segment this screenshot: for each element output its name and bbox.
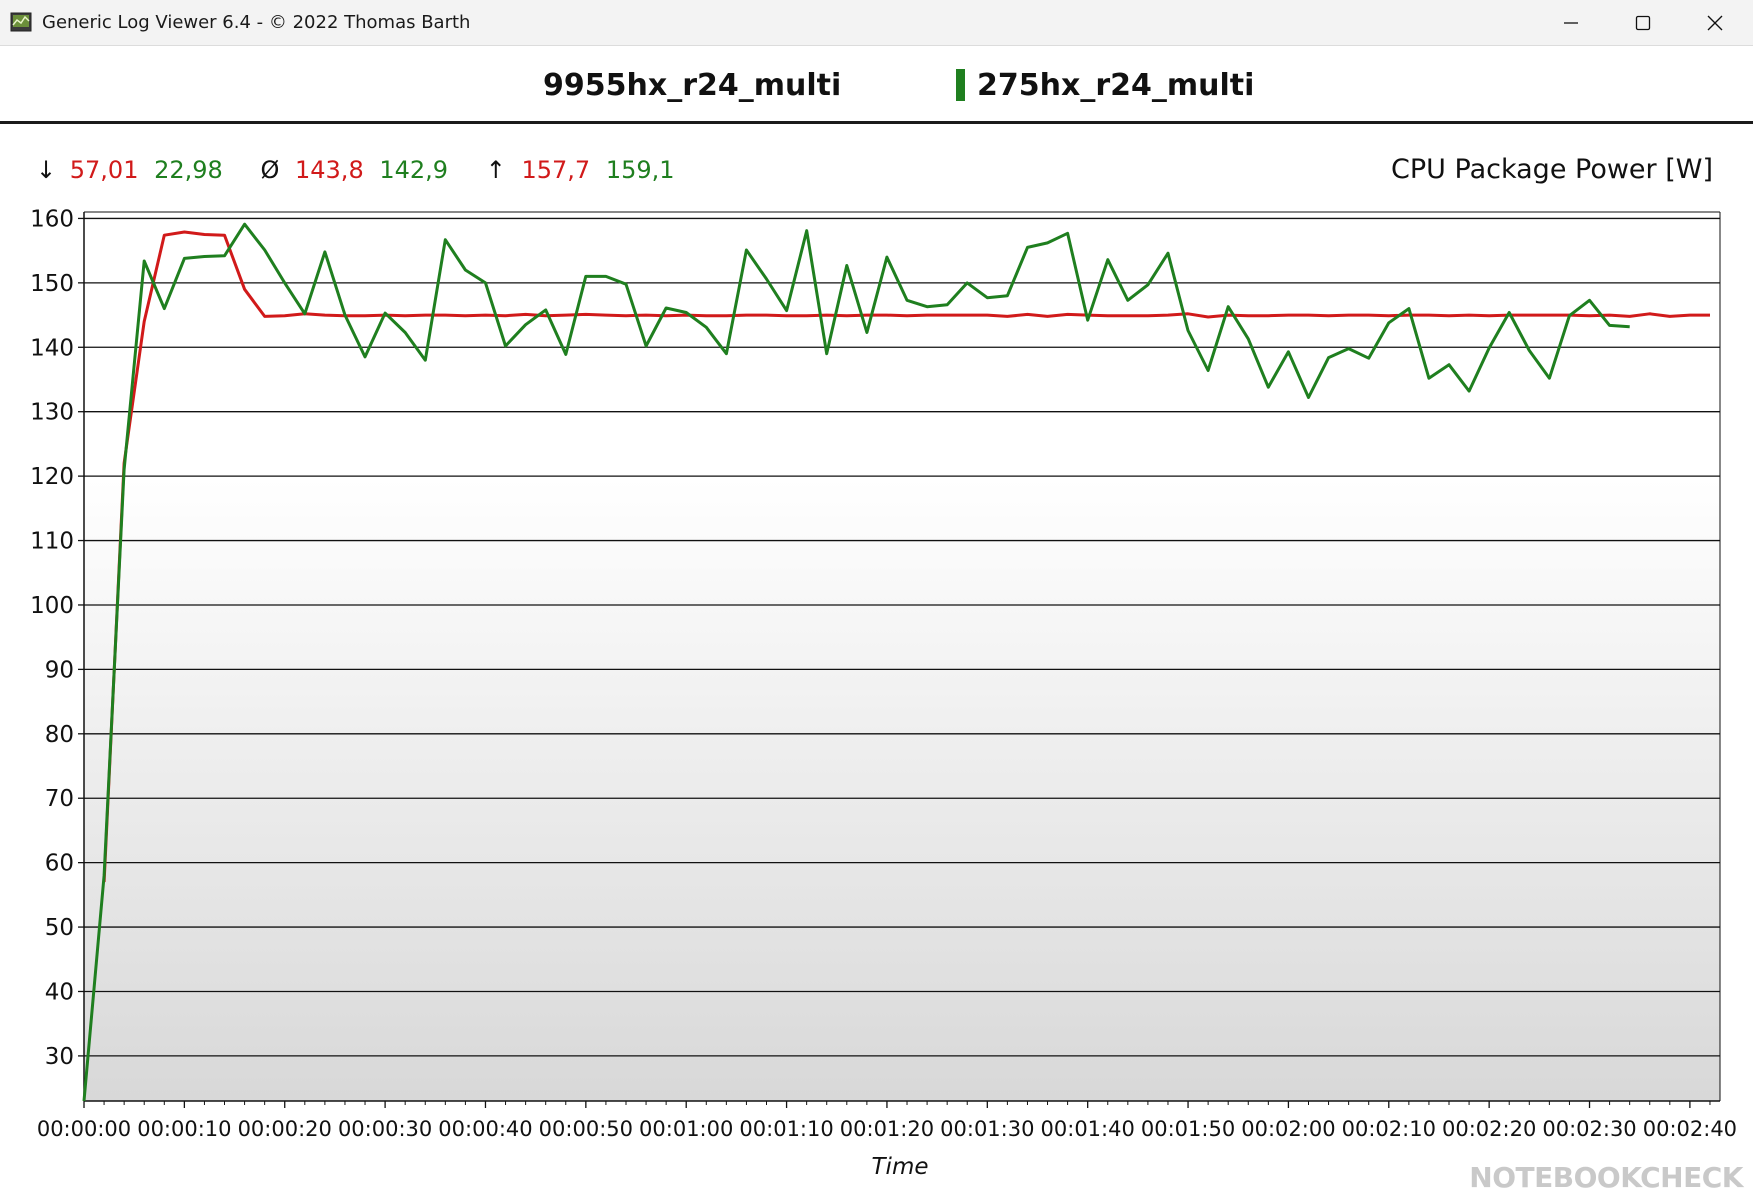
x-tick-label: 00:00:00 [37, 1117, 131, 1141]
y-tick-label: 70 [45, 786, 74, 812]
stat-avg-series-1: 143,8 [295, 156, 364, 184]
y-tick-label: 100 [30, 593, 74, 619]
y-tick-label: 110 [30, 529, 74, 555]
stat-min-series-2: 22,98 [154, 156, 223, 184]
series-line-2 [82, 222, 1630, 1102]
plot-area [84, 212, 1720, 1101]
x-tick-label: 00:01:30 [940, 1117, 1034, 1141]
x-tick-label: 00:02:00 [1241, 1117, 1335, 1141]
legend-swatch [956, 69, 965, 101]
stat-min-series-1: 57,01 [69, 156, 139, 184]
x-tick-label: 00:01:50 [1141, 1117, 1235, 1141]
stat-max-series-1: 157,7 [521, 156, 591, 184]
app-icon [10, 12, 32, 32]
legend-item-series-1[interactable]: 9955hx_r24_multi [543, 68, 841, 103]
x-tick-label: 00:01:40 [1041, 1117, 1135, 1141]
y-tick-label: 40 [45, 979, 74, 1005]
stats-line: ↓ 57,01 22,98 Ø 143,8 142,9 ↑ 157,7 159,… [36, 156, 675, 184]
title-bar[interactable]: Generic Log Viewer 6.4 - © 2022 Thomas B… [0, 0, 1753, 46]
avg-symbol: Ø [260, 156, 280, 184]
y-tick-label: 140 [30, 335, 74, 361]
y-tick-label: 150 [30, 271, 74, 297]
watermark: NOTEBOOKCHECK [1469, 1161, 1743, 1194]
x-tick-label: 00:01:00 [639, 1117, 733, 1141]
minimize-button[interactable] [1535, 0, 1607, 46]
x-tick-label: 00:00:10 [137, 1117, 231, 1141]
legend-label: 9955hx_r24_multi [543, 68, 842, 103]
maximize-button[interactable] [1607, 0, 1679, 46]
x-tick-label: 00:02:20 [1442, 1117, 1536, 1141]
x-tick-label: 00:00:30 [338, 1117, 432, 1141]
y-tick-label: 30 [45, 1044, 74, 1070]
series-line-1 [102, 230, 1710, 883]
x-tick-label: 00:00:40 [438, 1117, 532, 1141]
watermark-text: NOTEBOOKCHECK [1469, 1161, 1743, 1194]
chart-title: CPU Package Power [W] [1391, 154, 1713, 185]
x-tick-label: 00:00:20 [238, 1117, 332, 1141]
legend: 9955hx_r24_multi 275hx_r24_multi [0, 46, 1753, 124]
x-tick-label: 00:00:50 [539, 1117, 633, 1141]
maximize-icon [1635, 15, 1651, 31]
window-title: Generic Log Viewer 6.4 - © 2022 Thomas B… [42, 12, 471, 33]
x-tick-label: 00:01:10 [739, 1117, 833, 1141]
x-tick-label: 00:02:10 [1342, 1117, 1436, 1141]
y-tick-label: 130 [30, 400, 74, 426]
y-tick-label: 60 [45, 851, 74, 877]
max-symbol: ↑ [485, 156, 506, 184]
stat-avg-series-2: 142,9 [379, 156, 449, 184]
close-button[interactable] [1679, 0, 1751, 46]
y-tick-label: 80 [45, 722, 74, 748]
y-tick-label: 50 [45, 915, 74, 941]
legend-label: 275hx_r24_multi [977, 68, 1255, 103]
stat-max-series-2: 159,1 [605, 156, 675, 184]
min-symbol: ↓ [36, 156, 57, 184]
minimize-icon [1564, 22, 1578, 24]
x-tick-label: 00:02:40 [1643, 1117, 1737, 1141]
close-icon [1707, 15, 1723, 31]
legend-item-series-2[interactable]: 275hx_r24_multi [977, 68, 1254, 103]
y-tick-label: 90 [45, 657, 74, 683]
x-tick-label: 00:01:20 [840, 1117, 934, 1141]
y-tick-label: 160 [30, 206, 74, 232]
x-axis-label: Time [872, 1154, 929, 1180]
x-tick-label: 00:02:30 [1542, 1117, 1636, 1141]
y-tick-label: 120 [30, 464, 74, 490]
